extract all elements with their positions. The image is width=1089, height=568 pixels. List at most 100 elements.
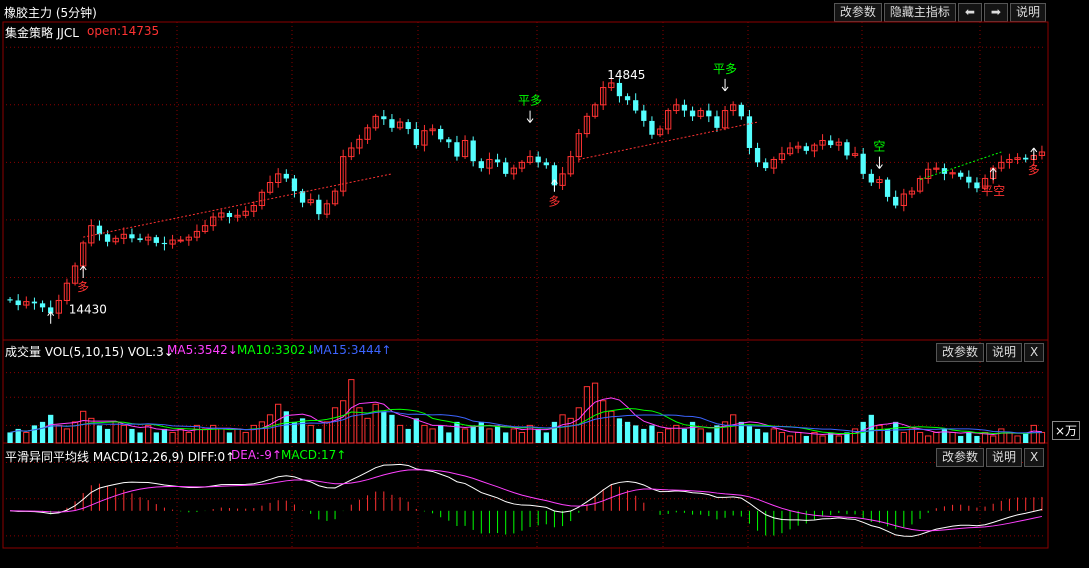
- macd-close-button[interactable]: X: [1024, 448, 1045, 467]
- macd-change-params-button[interactable]: 改参数: [936, 448, 985, 467]
- change-params-button[interactable]: 改参数: [833, 3, 882, 22]
- candle-body: [31, 301, 38, 304]
- volume-change-params-button[interactable]: 改参数: [936, 343, 985, 362]
- macd-help-button[interactable]: 说明: [986, 448, 1023, 467]
- volume-bar: [63, 428, 71, 444]
- candle-body: [478, 161, 484, 169]
- candle-body: [15, 300, 21, 306]
- volume-bar: [673, 424, 680, 444]
- hide-main-indicator-button[interactable]: 隐藏主指标: [883, 3, 956, 22]
- volume-bar: [96, 425, 103, 443]
- candle-body: [641, 110, 647, 121]
- volume-bar: [844, 432, 850, 443]
- candle-body: [567, 156, 574, 175]
- candle-body: [145, 236, 152, 241]
- candle-body: [786, 147, 794, 155]
- volume-close-button[interactable]: X: [1024, 343, 1045, 362]
- candle-body: [518, 161, 526, 169]
- candle-body: [754, 147, 761, 163]
- candle-body: [348, 147, 355, 158]
- candle-body: [429, 128, 436, 132]
- candle-body: [23, 301, 30, 306]
- candle-body: [908, 190, 916, 195]
- candle-body: [559, 173, 566, 186]
- volume-bar: [266, 414, 274, 444]
- volume-bar: [242, 431, 249, 444]
- candle-body: [96, 225, 103, 235]
- volume-bar: [697, 428, 704, 444]
- volume-bar: [48, 414, 54, 443]
- volume-bar: [258, 421, 266, 444]
- volume-bar: [153, 432, 159, 443]
- volume-help-button[interactable]: 说明: [986, 343, 1023, 362]
- macd-buttons: 改参数 说明 X: [936, 448, 1045, 467]
- volume-bar: [1023, 432, 1029, 443]
- volume-bar: [413, 418, 419, 443]
- candle-body: [551, 165, 558, 186]
- candle-body: [446, 139, 452, 143]
- volume-bar: [446, 432, 452, 443]
- candle-body: [730, 104, 737, 112]
- candle-body: [201, 225, 209, 232]
- volume-bar: [454, 421, 460, 443]
- volume-bar: [283, 411, 289, 443]
- volume-bar: [364, 417, 371, 444]
- volume-bar: [316, 428, 322, 443]
- candle-body: [876, 179, 883, 183]
- volume-ma10: MA10:3302↓: [237, 343, 316, 357]
- candle-body: [510, 167, 517, 175]
- volume-bar: [185, 431, 192, 444]
- candle-body: [470, 140, 476, 162]
- candle-body: [608, 82, 615, 89]
- volume-bar: [71, 421, 79, 444]
- volume-bar: [551, 421, 558, 443]
- arrow-left-icon[interactable]: ⬅: [957, 3, 982, 22]
- signal-arrow: [526, 110, 534, 123]
- macd-dea: DEA:-9↑: [231, 448, 282, 462]
- volume-ma5: MA5:3542↓: [167, 343, 238, 357]
- candle-body: [307, 199, 314, 204]
- candle-body: [438, 128, 444, 140]
- candle-body: [933, 167, 940, 170]
- candle-body: [738, 104, 744, 117]
- volume-bar: [405, 428, 411, 443]
- candle-body: [486, 158, 493, 169]
- volume-bar: [137, 432, 143, 443]
- volume-bar: [23, 431, 30, 444]
- volume-bar: [486, 428, 493, 444]
- volume-bar: [201, 428, 209, 444]
- signal-label-pingduo_2: 平多: [713, 62, 737, 76]
- volume-bar: [819, 435, 826, 444]
- volume-bar: [714, 425, 720, 443]
- volume-bar: [348, 379, 355, 444]
- candle-body: [526, 156, 534, 163]
- candlesticks: [7, 77, 1046, 319]
- candle-body: [413, 128, 419, 146]
- candle-body: [828, 140, 834, 146]
- arrow-right-icon[interactable]: ➡: [983, 3, 1008, 22]
- candle-body: [966, 176, 972, 183]
- candle-body: [421, 130, 428, 146]
- volume-bar: [925, 435, 932, 444]
- volume-bar: [438, 425, 444, 443]
- candle-body: [665, 110, 672, 130]
- volume-bar: [510, 428, 517, 444]
- volume-bar: [908, 428, 916, 444]
- volume-bar: [210, 424, 217, 444]
- candle-body: [193, 230, 201, 238]
- candle-body: [63, 282, 71, 301]
- candle-body: [389, 119, 395, 128]
- candle-body: [323, 203, 331, 215]
- volume-bar: [1014, 435, 1021, 444]
- candle-body: [706, 110, 712, 117]
- volume-bar: [461, 428, 469, 444]
- signal-arrow: [721, 78, 729, 92]
- volume-bar: [665, 428, 672, 444]
- signal-label-pingduo_1: 平多: [518, 94, 542, 108]
- volume-bar: [104, 428, 111, 443]
- trend-line: [578, 121, 758, 160]
- candle-body: [258, 191, 266, 207]
- candle-body: [591, 104, 599, 117]
- candle-body: [218, 212, 225, 218]
- candle-body: [900, 193, 907, 207]
